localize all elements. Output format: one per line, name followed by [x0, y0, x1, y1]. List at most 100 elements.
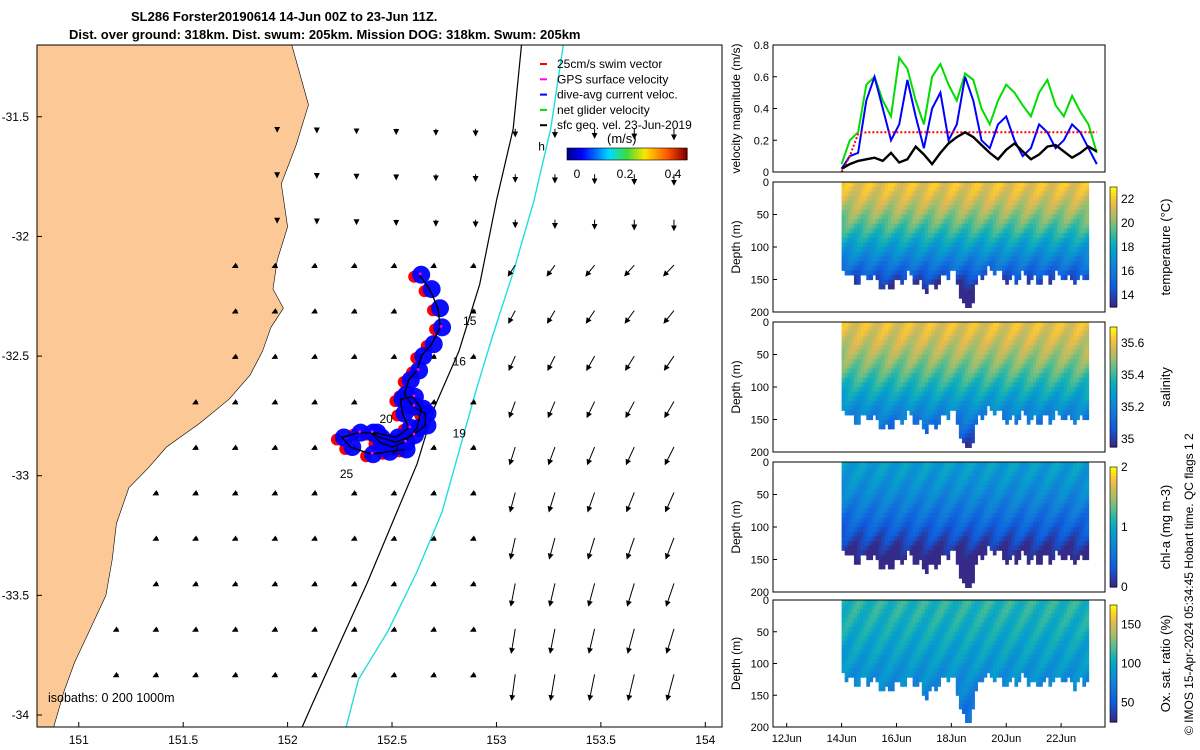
- profile-cell: [841, 326, 846, 332]
- profile-cell: [1032, 191, 1037, 197]
- profile-cell: [903, 462, 908, 468]
- profile-cell: [937, 410, 941, 416]
- profile-cell: [1032, 219, 1037, 225]
- profile-cell: [980, 499, 985, 505]
- profile-cell: [872, 205, 877, 211]
- profile-cell: [875, 550, 880, 556]
- profile-cell: [875, 223, 880, 230]
- profile-cell: [1026, 186, 1031, 192]
- profile-cell: [1073, 223, 1077, 230]
- profile-cell: [847, 214, 852, 220]
- profile-cell: [915, 485, 920, 491]
- profile-cell: [1005, 335, 1009, 342]
- profile-cell: [934, 228, 938, 234]
- profile-cell: [974, 251, 979, 257]
- dive-current-blob: [401, 371, 420, 390]
- profile-cell: [915, 242, 920, 248]
- profile-cell: [1054, 191, 1059, 197]
- profile-cell: [1082, 322, 1087, 328]
- profile-cell: [841, 322, 846, 328]
- profile-cell: [887, 242, 892, 248]
- geo-velocity-arrow: [508, 537, 516, 560]
- profile-cell: [906, 368, 911, 374]
- profile-cell: [949, 471, 954, 477]
- profile-cell: [958, 322, 963, 328]
- profile-cell: [1029, 191, 1034, 197]
- profile-cell: [980, 540, 985, 547]
- profile-cell: [881, 186, 886, 192]
- profile-cell: [878, 508, 883, 514]
- profile-cell: [1011, 182, 1016, 188]
- profile-cell: [977, 391, 982, 397]
- profile-cell: [881, 242, 886, 248]
- profile-cell: [853, 279, 858, 285]
- profile-cell: [961, 237, 966, 243]
- profile-cell: [980, 195, 985, 202]
- profile-cell: [853, 223, 858, 230]
- profile-cell: [915, 326, 920, 332]
- profile-cell: [928, 368, 932, 374]
- profile-cell: [875, 214, 880, 220]
- profile-cell: [946, 363, 951, 370]
- profile-cell: [863, 405, 867, 411]
- profile-cell: [1002, 200, 1006, 206]
- profile-cell: [1054, 359, 1059, 365]
- profile-cell: [869, 233, 874, 239]
- profile-cell: [912, 260, 917, 267]
- profile-cell: [1070, 414, 1074, 421]
- profile-cell: [857, 223, 861, 230]
- profile-cell: [937, 242, 941, 248]
- profile-cell: [1082, 400, 1087, 407]
- profile-cell: [881, 247, 886, 253]
- profile-cell: [860, 340, 864, 346]
- profile-cell: [866, 499, 870, 505]
- profile-cell: [1045, 256, 1050, 262]
- profile-cell: [934, 237, 938, 243]
- profile-cell: [1014, 274, 1019, 281]
- colorbar-cell: [649, 148, 652, 160]
- profile-cell: [1002, 391, 1006, 397]
- profile-cell: [881, 503, 886, 510]
- profile-cell: [915, 540, 920, 547]
- profile-cell: [1029, 256, 1034, 262]
- profile-cell: [900, 279, 904, 285]
- profile-cell: [878, 237, 883, 243]
- geo-velocity-arrow: [271, 535, 279, 541]
- profile-cell: [1063, 410, 1068, 416]
- profile-cell: [1008, 363, 1012, 370]
- profile-cell: [1023, 335, 1028, 342]
- profile-cell: [928, 242, 932, 248]
- profile-cell: [1017, 368, 1022, 374]
- profile-cell: [968, 513, 972, 519]
- profile-cell: [968, 373, 972, 379]
- profile-cell: [1045, 205, 1050, 211]
- profile-cell: [1076, 274, 1080, 281]
- colorbar-cell: [651, 148, 654, 160]
- profile-cell: [940, 223, 945, 230]
- profile-cell: [931, 359, 935, 365]
- profile-cell: [946, 536, 951, 542]
- profile-cell: [909, 480, 914, 486]
- profile-cell: [965, 513, 969, 519]
- profile-cell: [971, 494, 975, 500]
- profile-cell: [961, 288, 966, 295]
- profile-cell: [931, 485, 935, 491]
- geo-velocity-arrow: [350, 308, 358, 314]
- profile-cell: [992, 256, 997, 262]
- profile-cell: [940, 345, 945, 351]
- profile-cell: [934, 354, 938, 360]
- profile-cell: [857, 326, 861, 332]
- profile-cell: [1082, 391, 1087, 397]
- profile-cell: [1063, 373, 1068, 379]
- profile-cell: [986, 396, 991, 402]
- profile-cell: [1023, 400, 1028, 407]
- profile-cell: [912, 540, 917, 547]
- profile-cell: [955, 265, 960, 271]
- profile-cell: [992, 363, 997, 370]
- profile-cell: [1005, 270, 1009, 276]
- profile-cell: [1020, 260, 1025, 267]
- profile-cell: [955, 522, 960, 528]
- profile-cell: [866, 368, 870, 374]
- profile-cell: [887, 195, 892, 202]
- profile-cell: [983, 228, 988, 234]
